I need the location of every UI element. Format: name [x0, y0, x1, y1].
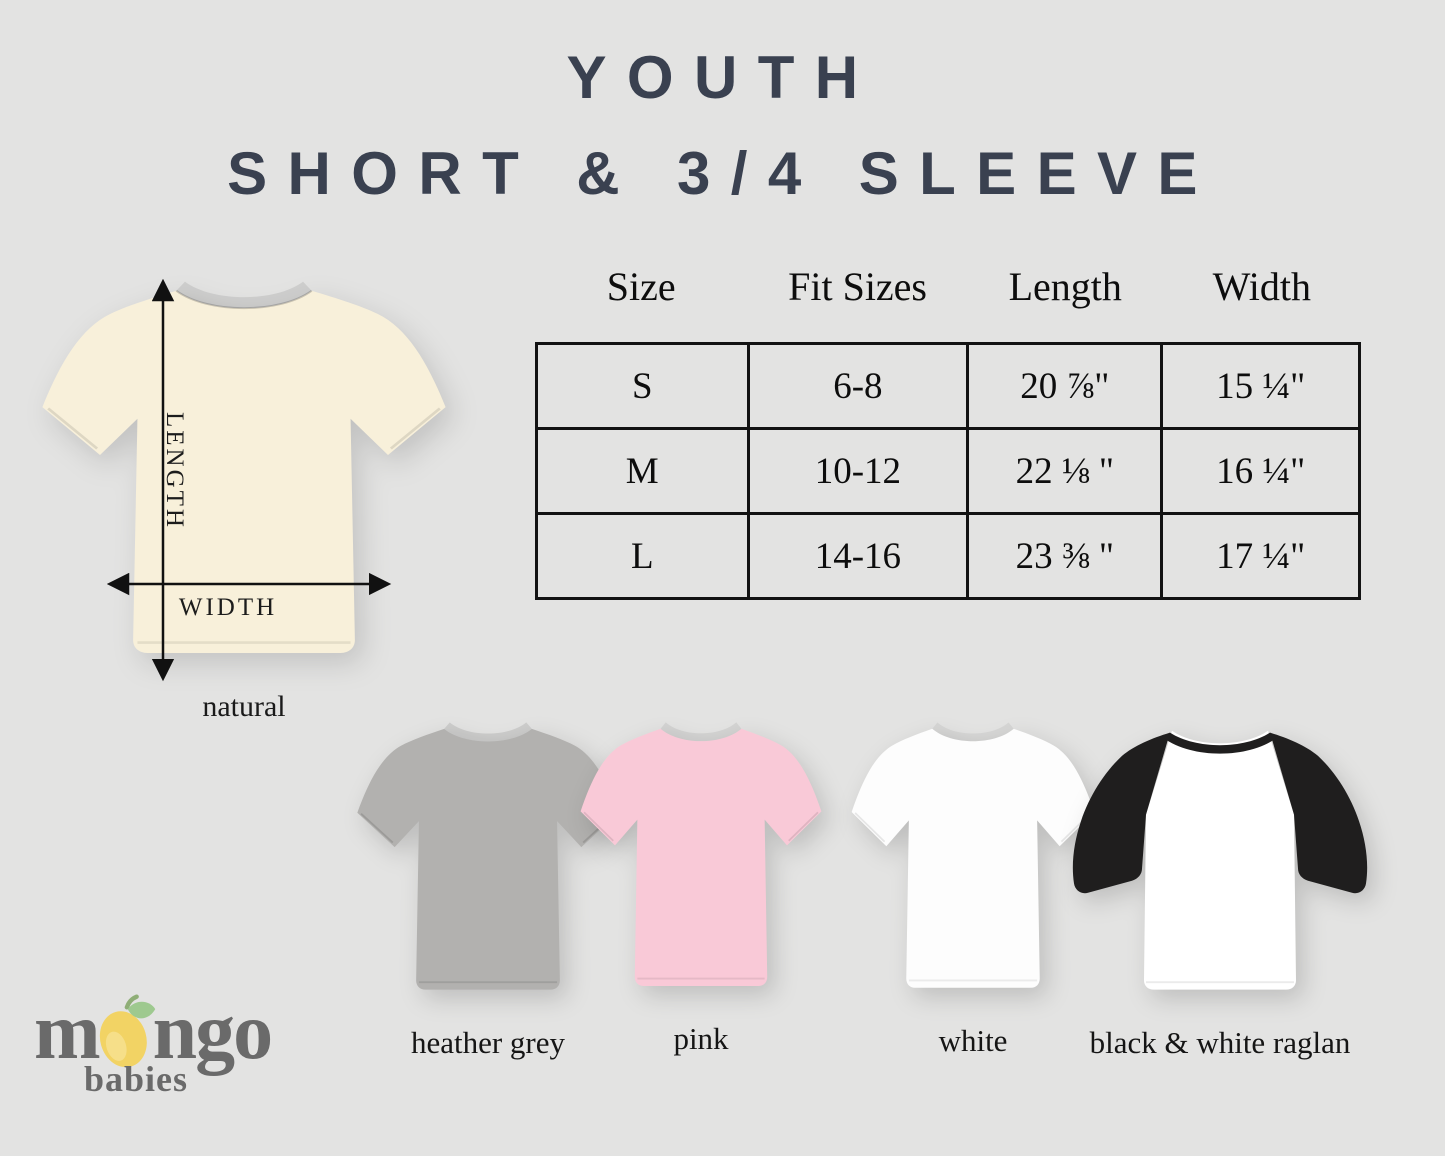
- column-header-length: Length: [1008, 264, 1122, 309]
- mango-icon: [95, 994, 157, 1072]
- variant-white: white: [828, 714, 1118, 1059]
- white-tshirt-image: [851, 722, 1095, 988]
- sleeve-hem-right: [788, 811, 819, 842]
- cell-size-l: L: [535, 512, 750, 600]
- raglan-sleeve-right: [1270, 732, 1368, 894]
- variant-raglan: black & white raglan: [1066, 714, 1374, 1061]
- table-row-s: S 6-8 20 ⅞" 15 ¼": [535, 342, 1361, 430]
- white-label: white: [938, 1023, 1008, 1058]
- page-title: YOUTH SHORT & 3/4 SLEEVE: [0, 48, 1445, 204]
- tee-collar: [660, 722, 742, 742]
- title-line-1: YOUTH: [566, 44, 879, 111]
- variant-heather-grey: heather grey: [336, 714, 640, 1061]
- size-chart: Size Fit Sizes Length Width S 6-8 20 ⅞" …: [535, 260, 1361, 600]
- cell-length-s: 20 ⅞": [966, 342, 1164, 430]
- table-row-m: M 10-12 22 ⅛ " 16 ¼": [535, 427, 1361, 515]
- logo-subtext: babies: [84, 1059, 189, 1099]
- tee-collar: [932, 722, 1014, 742]
- cell-size-s: S: [535, 342, 750, 430]
- column-header-fit-sizes: Fit Sizes: [788, 264, 927, 309]
- cell-width-m: 16 ¼": [1160, 427, 1361, 515]
- logo-wordmark: m ngo: [34, 992, 314, 1072]
- mango-leaf: [127, 1001, 155, 1019]
- cell-width-s: 15 ¼": [1160, 342, 1361, 430]
- sleeve-hem-left: [47, 407, 99, 450]
- pink-label: pink: [673, 1021, 729, 1056]
- raglan-sleeve-left: [1072, 732, 1170, 894]
- size-table: S 6-8 20 ⅞" 15 ¼" M 10-12 22 ⅛ " 16 ¼" L…: [535, 342, 1361, 600]
- sleeve-hem-right: [389, 407, 441, 450]
- raglan-body: [1144, 730, 1296, 990]
- table-row-l: L 14-16 23 ⅜ " 17 ¼": [535, 512, 1361, 600]
- tee-collar: [444, 722, 532, 742]
- raglan-collar: [1164, 732, 1276, 754]
- measurement-arrows: [106, 278, 392, 682]
- sleeve-hem-left: [360, 812, 394, 844]
- tee-body: [851, 728, 1095, 988]
- collar-seam: [175, 289, 313, 310]
- cell-fit-s: 6-8: [746, 342, 970, 430]
- cell-width-l: 17 ¼": [1160, 512, 1361, 600]
- cell-fit-l: 14-16: [746, 512, 970, 600]
- size-chart-header: Size Fit Sizes Length Width: [535, 260, 1361, 314]
- title-line-2: SHORT & 3/4 SLEEVE: [227, 140, 1218, 207]
- logo-text-suffix: ngo: [152, 988, 273, 1076]
- column-header-size: Size: [606, 264, 676, 309]
- mango-stem: [124, 994, 139, 1010]
- sleeve-hem-left: [854, 812, 886, 843]
- tee-collar: [176, 281, 312, 309]
- tee-body: [357, 728, 619, 990]
- brand-logo: m ngo babies: [34, 992, 314, 1100]
- pink-tshirt-image: [580, 722, 822, 986]
- sleeve-hem-left: [583, 811, 614, 842]
- mango-highlight: [105, 1031, 127, 1061]
- tee-body: [580, 728, 822, 986]
- featured-shirt-figure: LENGTH WIDTH natural: [28, 270, 460, 730]
- logo-text-prefix: m: [34, 988, 101, 1076]
- raglan-label: black & white raglan: [1089, 1025, 1351, 1060]
- column-header-width: Width: [1212, 264, 1312, 309]
- length-label: LENGTH: [161, 412, 188, 530]
- tee-body: [42, 290, 446, 653]
- heather-grey-label: heather grey: [410, 1025, 566, 1060]
- cell-length-l: 23 ⅜ ": [966, 512, 1164, 600]
- width-label: WIDTH: [178, 594, 278, 621]
- cell-size-m: M: [535, 427, 750, 515]
- heather-grey-tshirt-image: [357, 722, 619, 990]
- cell-length-m: 22 ⅛ ": [966, 427, 1164, 515]
- cell-fit-m: 10-12: [746, 427, 970, 515]
- raglan-tshirt-image: [1072, 730, 1368, 990]
- variant-pink: pink: [556, 714, 846, 1057]
- natural-label: natural: [202, 690, 286, 723]
